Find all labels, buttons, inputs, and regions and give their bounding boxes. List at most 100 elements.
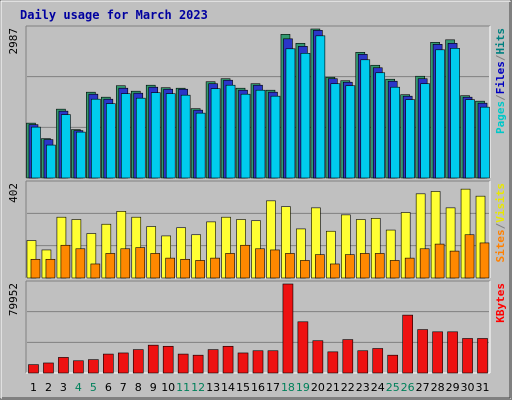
bar-kbytes-day-3 [58, 357, 69, 374]
bar-sites-day-12 [195, 260, 205, 279]
legend-entry: / [494, 54, 507, 61]
x-tick-label: 9 [150, 381, 157, 394]
bar-pages-day-3 [61, 114, 71, 179]
bar-sites-day-3 [60, 244, 71, 279]
bar-sites-day-11 [180, 258, 190, 279]
bar-pages-day-30 [465, 99, 475, 179]
x-tick-label: 28 [431, 381, 445, 394]
bar-pages-day-8 [135, 97, 146, 179]
legend-entry: Pages [494, 101, 507, 134]
legend-entry: KBytes [494, 283, 507, 323]
bar-pages-day-27 [420, 83, 430, 179]
bar-sites-day-10 [165, 257, 175, 279]
bar-sites-day-2 [45, 258, 56, 279]
bar-pages-day-31 [480, 106, 490, 179]
bar-pages-day-1 [31, 126, 41, 179]
bar-kbytes-day-29 [447, 331, 458, 374]
bar-kbytes-day-15 [237, 352, 249, 374]
bar-kbytes-day-17 [267, 350, 279, 374]
x-tick-label: 16 [251, 381, 265, 394]
legend-hits: Pages/Files/Hits [494, 28, 507, 134]
bar-pages-day-18 [285, 48, 296, 179]
bar-pages-day-7 [120, 93, 131, 179]
x-tick-label: 14 [221, 381, 235, 394]
bar-kbytes-day-9 [147, 344, 159, 374]
bar-sites-day-23 [359, 253, 370, 279]
bar-kbytes-day-21 [327, 351, 339, 374]
bar-kbytes-day-8 [132, 349, 144, 374]
chart-panels: 2987Pages/Files/Hits402Sites/Visits79952… [7, 25, 507, 374]
bar-kbytes-day-6 [103, 353, 114, 374]
panel-kbytes: 79952 KBytes [7, 280, 507, 374]
x-tick-label: 4 [75, 381, 82, 394]
x-axis: 1 2 3 4 5 6 7 8 9 10 11 12 13 14 15 16 17 18 19 20 21 22 23 24 2… [30, 381, 490, 394]
bar-pages-day-10 [165, 93, 176, 179]
bar-pages-day-25 [390, 86, 401, 179]
bar-pages-day-22 [345, 85, 356, 179]
bar-pages-day-23 [360, 59, 371, 179]
legend-entry: / [494, 222, 507, 229]
bar-sites-day-8 [135, 247, 146, 279]
bar-kbytes-day-10 [162, 345, 174, 374]
bar-sites-day-25 [389, 260, 400, 279]
bar-sites-day-28 [434, 243, 445, 279]
x-tick-label: 21 [326, 381, 340, 394]
bar-pages-day-11 [180, 94, 191, 179]
bar-sites-day-13 [210, 257, 220, 279]
bar-sites-day-6 [105, 253, 116, 279]
x-tick-label: 7 [120, 381, 127, 394]
bar-kbytes-day-2 [43, 362, 54, 374]
x-tick-label: 12 [191, 381, 205, 394]
bar-sites-day-27 [419, 248, 430, 279]
y-max-label: 402 [7, 183, 20, 203]
bar-sites-day-19 [300, 260, 310, 279]
bar-pages-day-16 [255, 89, 266, 179]
bar-kbytes-day-25 [387, 354, 399, 374]
x-tick-label: 24 [371, 381, 385, 394]
panel-visits: 402 Sites/Visits [7, 180, 507, 279]
x-tick-label: 31 [476, 381, 490, 394]
x-tick-label: 17 [266, 381, 280, 394]
bar-pages-day-9 [150, 92, 161, 179]
bar-sites-day-20 [315, 254, 325, 279]
bar-sites-day-22 [345, 254, 355, 279]
x-tick-label: 3 [60, 381, 67, 394]
bar-kbytes-day-7 [117, 352, 129, 374]
x-tick-label: 5 [90, 381, 97, 394]
bar-kbytes-day-23 [357, 350, 369, 374]
bar-pages-day-24 [375, 72, 386, 179]
bar-pages-day-29 [450, 47, 460, 179]
legend-entry: Visits [494, 183, 507, 223]
bar-kbytes-day-24 [372, 348, 384, 374]
bar-sites-day-4 [75, 248, 86, 279]
x-tick-label: 29 [446, 381, 460, 394]
x-tick-label: 2 [45, 381, 52, 394]
x-tick-label: 6 [105, 381, 112, 394]
bar-pages-day-19 [300, 52, 311, 179]
bar-pages-day-2 [46, 144, 56, 179]
bar-kbytes-day-13 [207, 349, 219, 374]
bar-pages-day-20 [315, 35, 326, 179]
bar-sites-day-18 [285, 253, 295, 279]
x-tick-label: 23 [356, 381, 370, 394]
bar-kbytes-day-19 [297, 321, 309, 374]
bar-pages-day-15 [240, 93, 251, 179]
bar-sites-day-24 [374, 253, 385, 279]
bar-pages-day-5 [91, 98, 101, 179]
bar-kbytes-day-12 [192, 354, 204, 374]
bar-sites-day-21 [330, 263, 340, 279]
bar-pages-day-4 [76, 131, 86, 179]
bar-pages-day-13 [210, 88, 221, 179]
x-tick-label: 15 [236, 381, 250, 394]
x-tick-label: 13 [206, 381, 220, 394]
bar-kbytes-day-20 [312, 340, 324, 374]
bar-sites-day-15 [240, 244, 250, 279]
x-tick-label: 19 [296, 381, 310, 394]
legend-entry: Hits [494, 28, 507, 55]
bar-kbytes-day-1 [28, 364, 39, 374]
bar-kbytes-day-28 [432, 331, 443, 374]
y-max-label: 79952 [7, 283, 20, 316]
bar-pages-day-17 [270, 95, 281, 179]
